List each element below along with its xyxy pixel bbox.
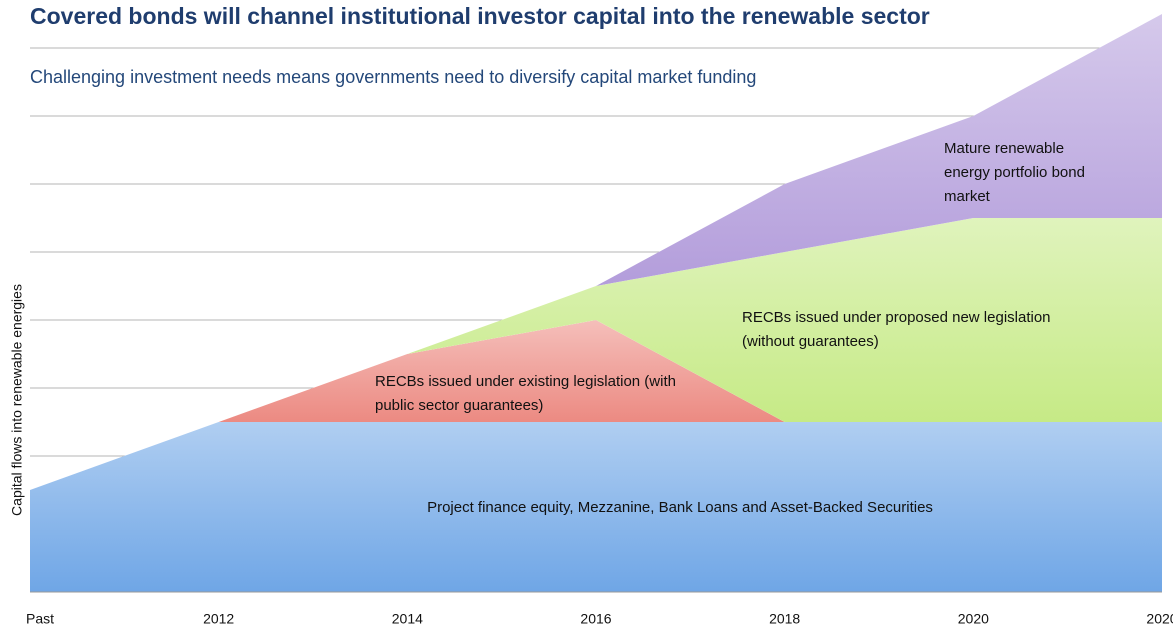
area-label: Project finance equity, Mezzanine, Bank … xyxy=(427,499,933,516)
area xyxy=(218,320,785,422)
x-tick-label: Past xyxy=(26,611,54,627)
x-tick-label: 2018 xyxy=(769,611,800,627)
x-tick-label: 2012 xyxy=(203,611,234,627)
chart-subtitle: Challenging investment needs means gover… xyxy=(30,67,756,87)
area-label: RECBs issued under proposed new legislat… xyxy=(742,309,1051,350)
chart-title: Covered bonds will channel institutional… xyxy=(30,3,930,29)
x-tick-label: 2020 xyxy=(1146,611,1173,627)
area xyxy=(596,14,1162,286)
x-tick-label: 2020 xyxy=(958,611,989,627)
area xyxy=(407,218,1162,422)
x-tick-label: 2014 xyxy=(392,611,423,627)
x-tick-label: 2016 xyxy=(580,611,611,627)
area xyxy=(30,422,1162,592)
y-axis-label: Capital flows into renewable energies xyxy=(9,284,25,516)
area-label: Mature renewable energy portfolio bond m… xyxy=(944,140,1085,205)
area-label: RECBs issued under existing legislation … xyxy=(375,373,676,414)
